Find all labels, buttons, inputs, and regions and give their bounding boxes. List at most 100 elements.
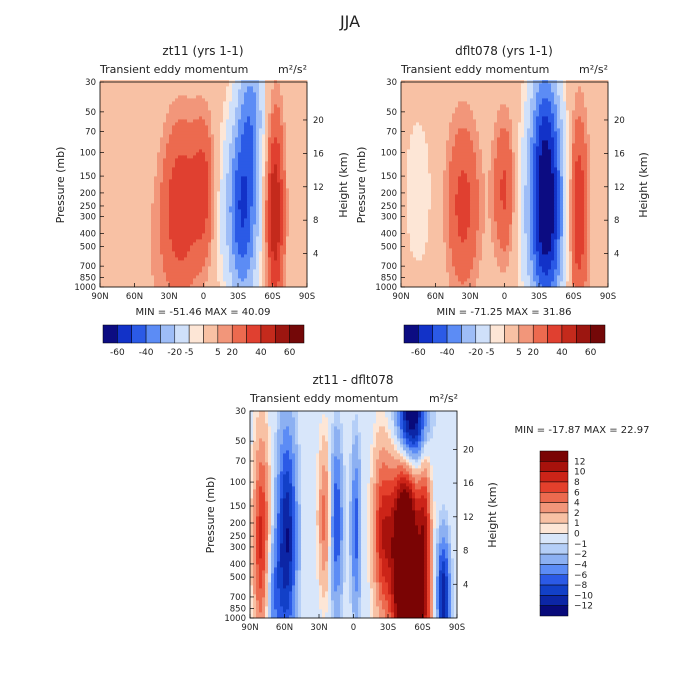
field-cell — [277, 158, 281, 162]
field-cell — [262, 206, 266, 210]
field-cell — [223, 122, 227, 126]
field-cell — [289, 146, 293, 150]
field-cell — [184, 257, 188, 261]
field-cell — [112, 269, 116, 273]
field-cell — [289, 173, 293, 177]
field-cell — [235, 218, 239, 222]
field-cell — [118, 263, 122, 267]
field-cell — [193, 98, 197, 102]
field-cell — [250, 233, 254, 237]
field-cell — [205, 107, 209, 111]
field-cell — [163, 224, 167, 228]
field-cell — [235, 155, 239, 159]
field-cell — [103, 98, 107, 102]
field-cell — [220, 92, 224, 96]
field-cell — [208, 269, 212, 273]
field-cell — [271, 167, 275, 171]
field-cell — [304, 155, 308, 159]
field-cell — [256, 137, 260, 141]
field-cell — [262, 212, 266, 216]
field-cell — [133, 89, 137, 93]
field-cell — [109, 83, 113, 87]
field-cell — [277, 236, 281, 240]
field-cell — [145, 242, 149, 246]
field-cell — [232, 89, 236, 93]
field-cell — [187, 284, 191, 288]
field-cell — [199, 239, 203, 243]
field-cell — [217, 281, 221, 285]
field-cell — [280, 125, 284, 129]
field-cell — [166, 83, 170, 87]
field-cell — [268, 152, 272, 156]
field-cell — [250, 110, 254, 114]
height-tick-label: 12 — [313, 183, 324, 193]
field-cell — [241, 278, 245, 282]
field-cell — [106, 104, 110, 108]
field-cell — [515, 281, 519, 285]
field-cell — [241, 89, 245, 93]
field-cell — [181, 176, 185, 180]
field-cell — [118, 101, 122, 105]
field-cell — [118, 197, 122, 201]
field-cell — [139, 194, 143, 198]
field-cell — [265, 245, 269, 249]
field-cell — [136, 170, 140, 174]
field-cell — [247, 218, 251, 222]
field-cell — [145, 83, 149, 87]
field-cell — [298, 143, 302, 147]
field-cell — [154, 257, 158, 261]
field-cell — [181, 275, 185, 279]
field-cell — [187, 119, 191, 123]
field-cell — [184, 101, 188, 105]
field-cell — [238, 149, 242, 153]
field-cell — [148, 245, 152, 249]
field-cell — [121, 260, 125, 264]
field-cell — [148, 107, 152, 111]
field-cell — [262, 209, 266, 213]
field-cell — [181, 263, 185, 267]
field-cell — [235, 101, 239, 105]
field-cell — [142, 236, 146, 240]
field-cell — [202, 209, 206, 213]
field-cell — [151, 182, 155, 186]
field-cell — [280, 167, 284, 171]
field-cell — [235, 182, 239, 186]
field-cell — [115, 119, 119, 123]
field-cell — [130, 260, 134, 264]
field-cell — [199, 83, 203, 87]
field-cell — [208, 227, 212, 231]
field-cell — [259, 215, 263, 219]
field-cell — [301, 197, 305, 201]
field-cell — [145, 128, 149, 132]
field-cell — [118, 257, 122, 261]
field-cell — [103, 110, 107, 114]
field-cell — [214, 212, 218, 216]
field-cell — [256, 197, 260, 201]
field-cell — [112, 179, 116, 183]
field-cell — [271, 215, 275, 219]
field-cell — [157, 269, 161, 273]
field-cell — [232, 176, 236, 180]
field-cell — [262, 131, 266, 135]
field-cell — [256, 227, 260, 231]
field-cell — [259, 218, 263, 222]
field-cell — [136, 230, 140, 234]
field-cell — [211, 185, 215, 189]
field-cell — [202, 200, 206, 204]
field-cell — [157, 107, 161, 111]
field-cell — [229, 215, 233, 219]
season-title: JJA — [339, 12, 360, 31]
field-cell — [292, 158, 296, 162]
field-cell — [226, 269, 230, 273]
field-cell — [112, 182, 116, 186]
field-cell — [100, 179, 104, 183]
field-cell — [214, 131, 218, 135]
field-cell — [262, 227, 266, 231]
field-cell — [193, 251, 197, 255]
field-cell — [187, 158, 191, 162]
field-cell — [169, 185, 173, 189]
field-cell — [428, 278, 432, 282]
field-cell — [115, 161, 119, 165]
field-cell — [217, 242, 221, 246]
field-cell — [184, 137, 188, 141]
